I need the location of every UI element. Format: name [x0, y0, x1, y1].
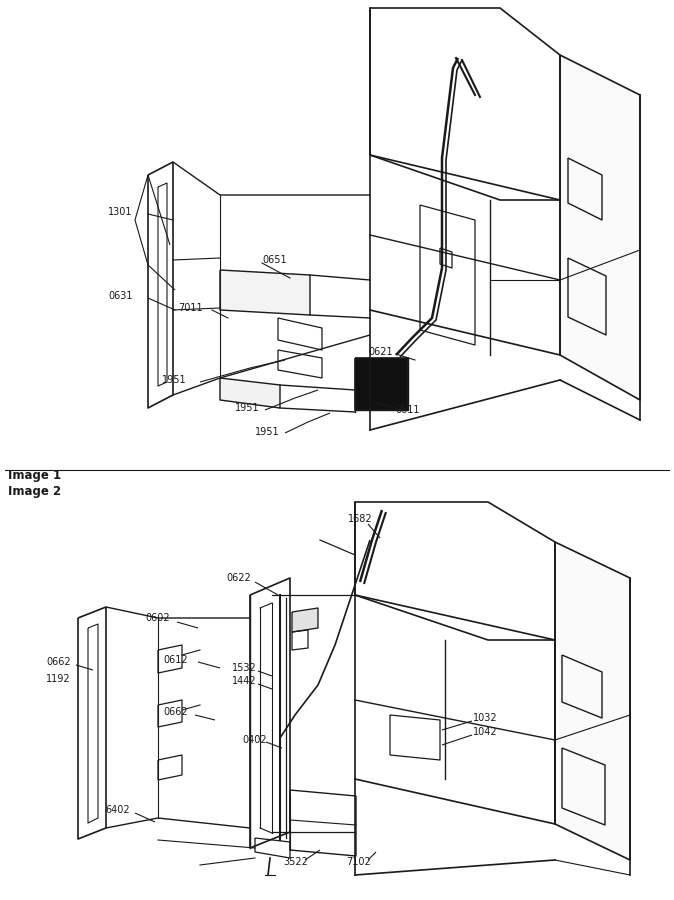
Polygon shape [292, 608, 318, 632]
Text: 1042: 1042 [473, 727, 497, 737]
Text: Image 2: Image 2 [8, 485, 61, 499]
Text: 1951: 1951 [255, 427, 280, 437]
Text: 1951: 1951 [235, 403, 259, 413]
Text: 0602: 0602 [145, 613, 170, 623]
Text: 1192: 1192 [46, 674, 71, 684]
Text: 0662: 0662 [163, 707, 187, 717]
Text: 1682: 1682 [348, 514, 373, 524]
Text: 3522: 3522 [283, 857, 308, 867]
Text: 0622: 0622 [226, 573, 251, 583]
Text: 0611: 0611 [395, 405, 419, 415]
Polygon shape [555, 542, 630, 860]
Text: 0662: 0662 [46, 657, 71, 667]
Text: 7011: 7011 [178, 303, 203, 313]
Text: 0651: 0651 [262, 255, 286, 265]
Text: Image 1: Image 1 [8, 470, 61, 482]
Polygon shape [220, 378, 280, 408]
Text: 1532: 1532 [232, 663, 257, 673]
Text: 0631: 0631 [108, 291, 133, 301]
Text: 1301: 1301 [108, 207, 133, 217]
Text: 0402: 0402 [242, 735, 267, 745]
Text: 6402: 6402 [105, 805, 129, 815]
Text: 1032: 1032 [473, 713, 497, 723]
Polygon shape [355, 358, 408, 410]
Text: 0612: 0612 [163, 655, 187, 665]
Text: 0621: 0621 [368, 347, 393, 357]
Text: 1442: 1442 [232, 676, 257, 686]
Text: 1951: 1951 [162, 375, 187, 385]
Polygon shape [220, 270, 310, 315]
Text: 7102: 7102 [346, 857, 371, 867]
Polygon shape [560, 55, 640, 400]
